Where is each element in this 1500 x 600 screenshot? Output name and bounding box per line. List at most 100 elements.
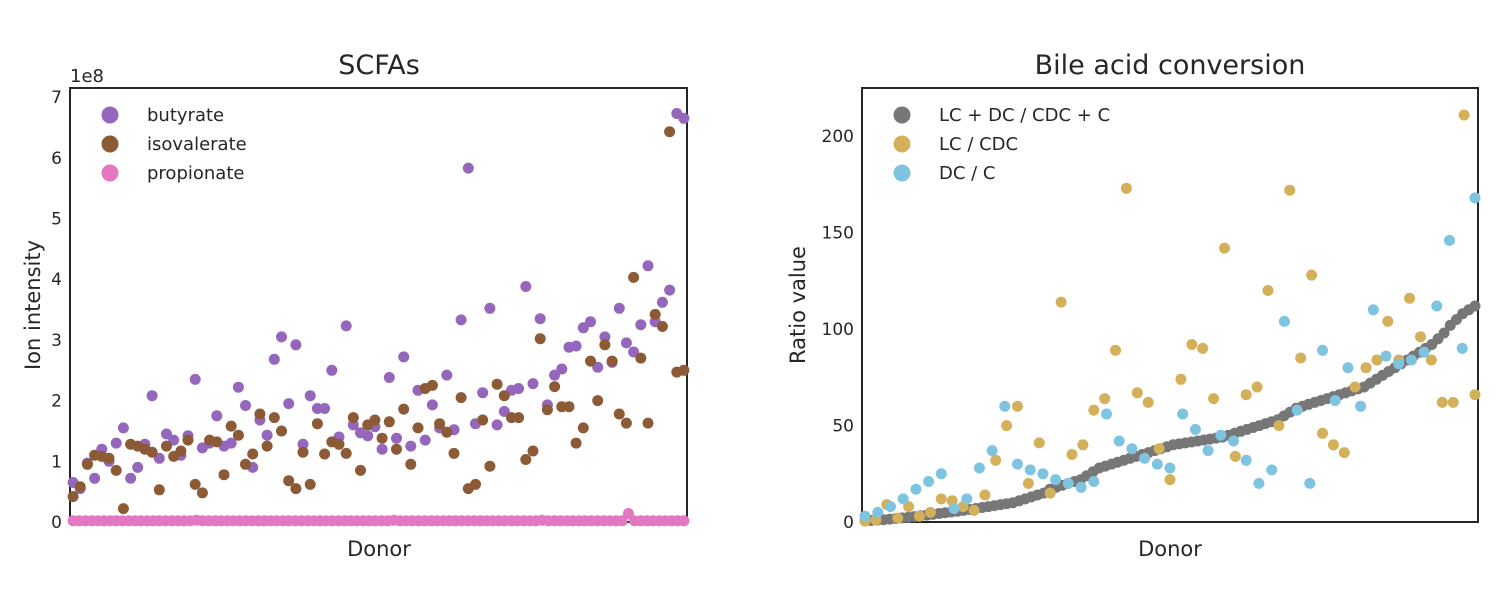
point-butyrate [491,419,503,431]
point-lc-cdc [1360,362,1372,374]
point-lc-cdc [1295,352,1307,364]
point-isovalerate [477,414,489,426]
point-isovalerate [513,412,525,424]
y-tick-label: 7 [51,88,62,108]
point-dc-c [1024,464,1036,476]
x-axis-label: Donor [1138,537,1202,561]
point-butyrate [620,337,632,349]
point-isovalerate [153,484,165,496]
legend-marker [893,135,911,153]
point-dc-c [1062,477,1074,489]
point-lc-cdc [1044,487,1056,499]
point-isovalerate [527,445,539,457]
point-lc-cdc [1349,381,1361,393]
point-isovalerate [635,352,647,364]
point-isovalerate [405,458,417,470]
point-butyrate [268,353,280,365]
point-butyrate [376,443,388,455]
point-butyrate [534,313,546,325]
legend-marker [101,106,119,124]
point-dc-c [1367,304,1379,316]
point-dc-c [1240,454,1252,466]
legend-marker [893,106,911,124]
data-points [67,108,690,527]
point-dc-c [935,468,947,480]
point-isovalerate [189,478,201,490]
point-lc-cdc [1012,400,1023,412]
point-butyrate [585,316,596,328]
point-isovalerate [232,429,244,441]
point-butyrate [592,361,604,373]
point-dc-c [1126,443,1138,455]
point-butyrate [613,302,625,314]
point-isovalerate [441,426,453,438]
point-dc-c [1177,408,1189,420]
y-tick-label: 3 [51,331,62,351]
point-lc-cdc [1371,354,1383,366]
point-dc-c [973,462,985,474]
point-isovalerate [398,403,410,415]
point-butyrate [405,440,417,452]
y-tick-label: 50 [832,417,854,437]
point-lc-cdc [979,489,991,501]
point-butyrate [549,369,561,381]
point-butyrate [426,399,438,411]
point-butyrate [146,390,158,402]
point-dc-c [1012,458,1023,470]
point-lc-cdc [1099,393,1111,405]
point-butyrate [261,429,273,441]
y-tick-label: 2 [51,392,62,412]
point-isovalerate [391,443,402,455]
legend: butyrate isovalerate propionate [101,105,247,184]
point-butyrate [153,452,165,464]
y-tick-label: 150 [822,224,854,244]
point-butyrate [570,340,582,352]
point-lc-cdc [1251,381,1263,393]
point-butyrate [326,364,338,376]
point-isovalerate [448,447,460,459]
data-points [859,109,1481,527]
point-lc-cdc [1317,427,1328,439]
point-isovalerate [146,446,158,458]
point-butyrate [211,410,223,422]
point-lc-cdc [1229,450,1241,462]
point-propionate [678,515,690,527]
point-isovalerate [182,434,194,446]
point-butyrate [599,331,611,343]
legend-label: isovalerate [147,134,247,155]
point-lc-cdc [1153,443,1165,455]
point-isovalerate [585,355,596,367]
point-butyrate [168,434,180,446]
point-isovalerate [175,445,187,457]
point-isovalerate [541,404,553,416]
point-dc-c [1329,395,1341,406]
point-isovalerate [218,469,230,481]
point-isovalerate [319,448,331,460]
point-butyrate [477,387,489,399]
point-isovalerate [211,436,223,448]
point-butyrate [161,428,172,440]
point-lc-cdc [1164,474,1176,486]
point-lc-cdc [1327,439,1339,451]
point-butyrate [520,281,532,292]
point-butyrate [89,472,101,484]
point-isovalerate [534,333,546,345]
point-isovalerate [254,408,266,420]
point-isovalerate [355,464,366,476]
point-isovalerate [491,378,503,390]
point-isovalerate [304,478,316,490]
point-dc-c [1393,358,1405,370]
point-lc-cdc [1088,404,1100,416]
point-dc-c [1189,423,1201,435]
y-tick-label: 4 [51,270,62,290]
point-isovalerate [642,417,654,429]
point-isovalerate [455,392,467,404]
point-dc-c [1380,350,1392,362]
point-isovalerate [268,412,280,424]
point-lc-cdc [1306,269,1318,281]
point-dc-c [1113,435,1125,447]
point-dc-c [1151,458,1163,470]
point-lc-cdc [1447,396,1459,408]
y-tick-label: 0 [843,513,854,533]
legend-label: propionate [147,163,244,184]
